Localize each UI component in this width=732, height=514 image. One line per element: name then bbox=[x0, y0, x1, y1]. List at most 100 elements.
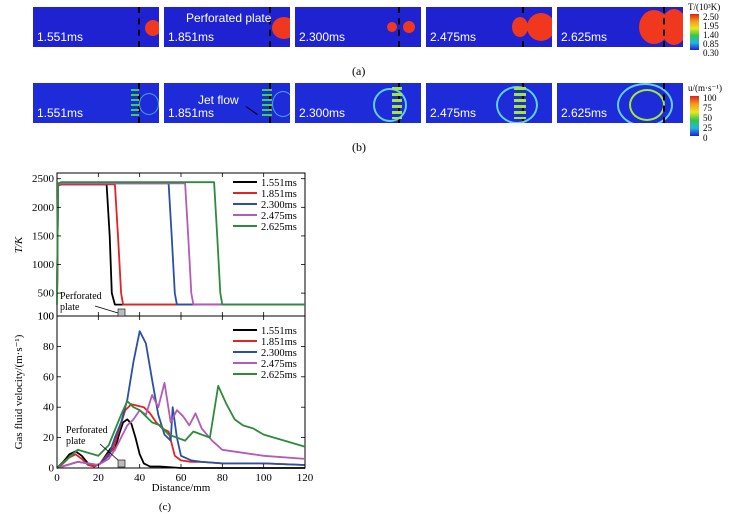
plate-line bbox=[138, 7, 140, 47]
flame-jet bbox=[403, 21, 415, 33]
velocity-panel: 2.625ms bbox=[557, 83, 683, 123]
time-label: 1.551ms bbox=[37, 106, 84, 120]
legend-label: 2.300ms bbox=[261, 348, 297, 359]
jet-ring bbox=[139, 93, 159, 115]
temperature-panel: 2.475ms bbox=[426, 7, 552, 47]
y-tick-label: 80 bbox=[43, 341, 55, 353]
flame-blob bbox=[272, 17, 290, 39]
plate-line bbox=[663, 7, 665, 47]
colorbar-tick: 2.50 bbox=[703, 12, 719, 22]
plate-line bbox=[398, 7, 400, 47]
time-label: 2.475ms bbox=[430, 106, 477, 120]
subfigure-label-c: (c) bbox=[159, 501, 172, 513]
x-axis-label: Distance/mm bbox=[152, 482, 211, 494]
time-label: 2.300ms bbox=[299, 106, 346, 120]
flame-blob bbox=[512, 17, 528, 37]
colorbar-title: u/(m·s⁻¹) bbox=[688, 83, 722, 93]
subfigure-label-a: (a) bbox=[352, 64, 366, 78]
x-tick-label: 80 bbox=[217, 472, 229, 484]
legend-label: 1.551ms bbox=[261, 326, 297, 337]
colorbar-tick: 0 bbox=[703, 133, 708, 143]
colorbar-tick: 1.95 bbox=[703, 21, 719, 31]
legend-label: 2.625ms bbox=[261, 222, 297, 233]
legend-label: 2.300ms bbox=[261, 200, 297, 211]
plate-annotation-arrow bbox=[94, 305, 119, 314]
plate-annotation-line2: plate bbox=[66, 436, 86, 447]
time-label: 1.551ms bbox=[37, 30, 84, 44]
colorbar-tick: 75 bbox=[703, 103, 712, 113]
jet-streaks bbox=[392, 87, 402, 119]
colorbar-tick: 0.85 bbox=[703, 39, 719, 49]
series-line-1.851ms bbox=[56, 403, 306, 469]
legend-label: 2.475ms bbox=[261, 359, 297, 370]
colorbar-tick: 1.40 bbox=[703, 30, 719, 40]
legend-label: 1.851ms bbox=[261, 189, 297, 200]
time-label: 1.851ms bbox=[168, 106, 215, 120]
series-line-2.475ms bbox=[56, 381, 306, 469]
flame-blob bbox=[527, 13, 552, 41]
time-label: 2.300ms bbox=[299, 30, 346, 44]
time-label: 1.851ms bbox=[168, 30, 215, 44]
y-tick-label: 500 bbox=[38, 288, 55, 300]
x-tick-label: 100 bbox=[255, 472, 272, 484]
jet-ring bbox=[272, 91, 290, 117]
velocity-panel: 2.475ms bbox=[426, 83, 552, 123]
velocity-panel: Jet flow 1.851ms bbox=[164, 83, 290, 123]
colorbar-tick: 25 bbox=[703, 123, 712, 133]
subfigure-label-b: (b) bbox=[352, 140, 366, 154]
plate-marker bbox=[117, 308, 126, 317]
plate-line bbox=[269, 7, 271, 47]
velocity-panel: 1.551ms bbox=[33, 83, 159, 123]
flame-blob bbox=[661, 9, 683, 45]
x-tick-label: 40 bbox=[134, 472, 146, 484]
x-tick-label: 120 bbox=[297, 472, 314, 484]
jet-streaks bbox=[131, 89, 139, 119]
velocity-colorbar bbox=[690, 96, 699, 136]
series-line-2.625ms bbox=[56, 384, 306, 469]
time-label: 2.625ms bbox=[561, 30, 608, 44]
perforated-plate-label: Perforated plate bbox=[186, 11, 272, 25]
temperature-colorbar bbox=[690, 14, 699, 50]
jet-streaks bbox=[262, 89, 272, 119]
plate-annotation-line1: Perforated bbox=[66, 425, 108, 436]
y-tick-label: 1000 bbox=[32, 259, 55, 271]
x-tick-label: 20 bbox=[93, 472, 105, 484]
colorbar-title: T/(10³K) bbox=[688, 2, 721, 12]
jet-streaks bbox=[514, 87, 526, 119]
y-tick-label: 100 bbox=[38, 311, 55, 323]
y-tick-label: 2500 bbox=[32, 173, 55, 185]
x-tick-label: 0 bbox=[54, 472, 60, 484]
plate-marker bbox=[117, 459, 126, 468]
legend-label: 2.625ms bbox=[261, 370, 297, 381]
plate-annotation-arrow bbox=[99, 443, 119, 461]
y-axis-label-velocity: Gas fluid velocity/(m·s⁻¹) bbox=[13, 334, 25, 449]
jet-flow-label: Jet flow bbox=[198, 93, 239, 107]
plate-annotation-line1: Perforated bbox=[60, 291, 102, 302]
velocity-panel: 2.300ms bbox=[295, 83, 421, 123]
y-tick-label: 20 bbox=[43, 432, 55, 444]
y-tick-label: 2000 bbox=[32, 202, 55, 214]
plate-annotation-line2: plate bbox=[60, 302, 80, 313]
temperature-panel: 1.551ms bbox=[33, 7, 159, 47]
colorbar-tick: 50 bbox=[703, 113, 712, 123]
jet-ring bbox=[373, 88, 407, 122]
temperature-panel: 2.625ms bbox=[557, 7, 683, 47]
legend-label: 2.475ms bbox=[261, 211, 297, 222]
colorbar-tick: 0.30 bbox=[703, 48, 719, 58]
plate-line bbox=[663, 83, 665, 123]
colorbar-tick: 100 bbox=[703, 93, 717, 103]
y-tick-label: 1500 bbox=[32, 230, 55, 242]
x-tick-label: 60 bbox=[176, 472, 188, 484]
temperature-panel: Perforated plate 1.851ms bbox=[164, 7, 290, 47]
flame-blob bbox=[145, 20, 159, 36]
y-axis-label-temperature: T/K bbox=[13, 236, 25, 253]
time-label: 2.625ms bbox=[561, 106, 608, 120]
y-tick-label: 40 bbox=[43, 402, 55, 414]
y-tick-label: 100 bbox=[38, 311, 55, 323]
y-tick-label: 60 bbox=[43, 371, 55, 383]
flame-jet bbox=[387, 22, 397, 32]
jet-ring bbox=[617, 83, 673, 123]
time-label: 2.475ms bbox=[430, 30, 477, 44]
temperature-panel: 2.300ms bbox=[295, 7, 421, 47]
